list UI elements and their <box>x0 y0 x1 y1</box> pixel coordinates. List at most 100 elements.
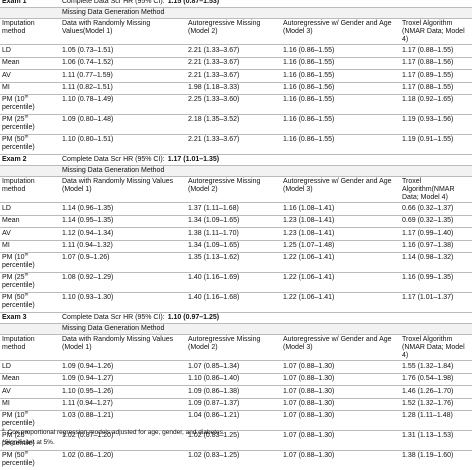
row-label-end: percentile) <box>2 302 35 309</box>
value-cell: 1.07 (0.88–1.30) <box>281 431 400 451</box>
hr-value: 1.55 (1.32–1.84) <box>402 363 453 370</box>
hr-value: 1.10 (0.95–1.26) <box>62 388 113 395</box>
complete-cell: Complete Data Scr HR (95% CI):1.15 (0.87… <box>60 0 472 8</box>
column-title: Autoregressive w/ Gender and Age (Model … <box>283 20 392 35</box>
hr-value: 1.07 (0.88–1.30) <box>283 412 334 419</box>
complete-value: 1.15 (0.87–1.53) <box>168 0 219 5</box>
exam-cell: Exam 2 <box>0 155 60 166</box>
value-cell: 1.11 (0.94–1.32) <box>60 240 186 253</box>
hr-value: 1.37 (1.11–1.68) <box>188 205 239 212</box>
blank-cell <box>0 166 60 177</box>
value-cell: 2.21 (1.33–3.67) <box>186 57 281 70</box>
hr-value: 1.16 (0.86–1.55) <box>283 96 334 103</box>
row-label-sup: th <box>25 253 29 257</box>
row-label: PM (10 <box>2 412 25 419</box>
row-label-cell: MI <box>0 82 60 95</box>
row-label-cell: MI <box>0 240 60 253</box>
footnote: *Significant at 5%. <box>2 438 225 448</box>
value-cell: 1.06 (0.74–1.52) <box>60 57 186 70</box>
column-title: Autoregressive Missing (Model 2) <box>188 20 260 35</box>
hr-value: 1.16 (0.86–1.56) <box>283 84 334 91</box>
row-label-cell: Mean <box>0 373 60 386</box>
hr-value: 1.17 (0.89–1.55) <box>402 72 453 79</box>
row-label: LD <box>2 205 11 212</box>
hr-value: 1.17 (0.88–1.55) <box>402 84 453 91</box>
hr-value: 2.18 (1.35–3.52) <box>188 116 239 123</box>
value-cell: 1.07 (0.88–1.30) <box>281 361 400 374</box>
complete-label: Complete Data Scr HR (95% CI): <box>62 156 165 163</box>
value-cell: 1.40 (1.16–1.68) <box>186 293 281 313</box>
row-label-sup: th <box>25 293 29 297</box>
hr-value: 1.16 (0.86–1.55) <box>283 72 334 79</box>
column-title: Autoregressive Missing (Model 2) <box>188 178 260 193</box>
hr-value: 2.25 (1.33–3.60) <box>188 96 239 103</box>
row-label: MI <box>2 84 10 91</box>
row-label: PM (10 <box>2 96 25 103</box>
hr-value: 2.21 (1.33–3.67) <box>188 72 239 79</box>
column-header: Troxel Algorithm(NMAR Data; Model 4) <box>400 177 472 203</box>
hr-value: 1.28 (1.11–1.48) <box>402 412 453 419</box>
value-cell: 0.69 (0.32–1.35) <box>400 215 472 228</box>
method-heading: Missing Data Generation Method <box>62 9 164 16</box>
hr-value: 1.22 (1.06–1.41) <box>283 294 334 301</box>
value-cell: 0.66 (0.32–1.37) <box>400 203 472 216</box>
column-title: Troxel Algorithm(NMAR Data; Model 4) <box>402 178 455 201</box>
value-cell: 1.16 (0.86–1.55) <box>281 70 400 83</box>
value-cell: 1.17 (0.89–1.55) <box>400 70 472 83</box>
value-cell: 1.14 (0.95–1.35) <box>60 215 186 228</box>
value-cell: 1.16 (0.86–1.55) <box>281 135 400 155</box>
row-label: PM (25 <box>2 274 25 281</box>
column-header: Autoregressive Missing (Model 2) <box>186 19 281 45</box>
value-cell: 1.07 (0.88–1.30) <box>281 398 400 411</box>
hr-value: 1.17 (0.88–1.56) <box>402 59 453 66</box>
row-label-end: percentile) <box>2 282 35 289</box>
footnote-mark: a <box>2 427 5 432</box>
value-cell: 1.17 (1.01–1.37) <box>400 293 472 313</box>
value-cell: 1.11 (0.82–1.51) <box>60 82 186 95</box>
value-cell: 1.19 (0.93–1.56) <box>400 115 472 135</box>
row-label-end: percentile) <box>2 262 35 269</box>
row-label-sup: th <box>25 95 29 99</box>
hr-value: 1.07 (0.88–1.30) <box>283 375 334 382</box>
row-label-end: percentile) <box>2 124 35 131</box>
column-header: Data with Randomly Missing Values (Model… <box>60 177 186 203</box>
complete-cell: Complete Data Scr HR (95% CI):1.10 (0.97… <box>60 313 472 324</box>
hr-value: 1.11 (0.94–1.32) <box>62 242 113 249</box>
value-cell: 1.07 (0.9–1.26) <box>60 253 186 273</box>
value-cell: 2.25 (1.33–3.60) <box>186 95 281 115</box>
hr-value: 1.16 (0.97–1.38) <box>402 242 453 249</box>
row-label-end: percentile) <box>2 420 35 427</box>
hr-value: 1.34 (1.09–1.65) <box>188 242 239 249</box>
row-label-sup: th <box>25 115 29 119</box>
hr-value: 1.11 (0.82–1.51) <box>62 84 113 91</box>
complete-value: 1.17 (1.01–1.35) <box>168 156 219 163</box>
value-cell: 1.07 (0.88–1.30) <box>281 451 400 470</box>
hr-value: 1.19 (0.91–1.55) <box>402 136 453 143</box>
value-cell: 1.17 (0.99–1.40) <box>400 228 472 241</box>
row-label: MI <box>2 242 10 249</box>
exam-title: Exam 2 <box>2 156 27 163</box>
hr-value: 1.34 (1.09–1.65) <box>188 217 239 224</box>
page: {"sections": [ {"exam": "Exam 1", "compl… <box>0 0 474 453</box>
hr-value: 1.38 (1.11–1.70) <box>188 230 239 237</box>
hr-value: 1.12 (0.94–1.34) <box>62 230 113 237</box>
hr-value: 1.10 (0.93–1.30) <box>62 294 113 301</box>
hr-value: 1.10 (0.80–1.51) <box>62 136 113 143</box>
hr-value: 1.35 (1.13–1.62) <box>188 254 239 261</box>
value-cell: 1.98 (1.18–3.33) <box>186 82 281 95</box>
hr-value: 1.76 (0.54–1.98) <box>402 375 453 382</box>
column-header: Autoregressive w/ Gender and Age (Model … <box>281 177 400 203</box>
row-label-cell: AV <box>0 386 60 399</box>
value-cell: 1.25 (1.07–1.48) <box>281 240 400 253</box>
hr-value: 0.66 (0.32–1.37) <box>402 205 453 212</box>
value-cell: 1.09 (0.87–1.37) <box>186 398 281 411</box>
value-cell: 1.34 (1.09–1.65) <box>186 240 281 253</box>
